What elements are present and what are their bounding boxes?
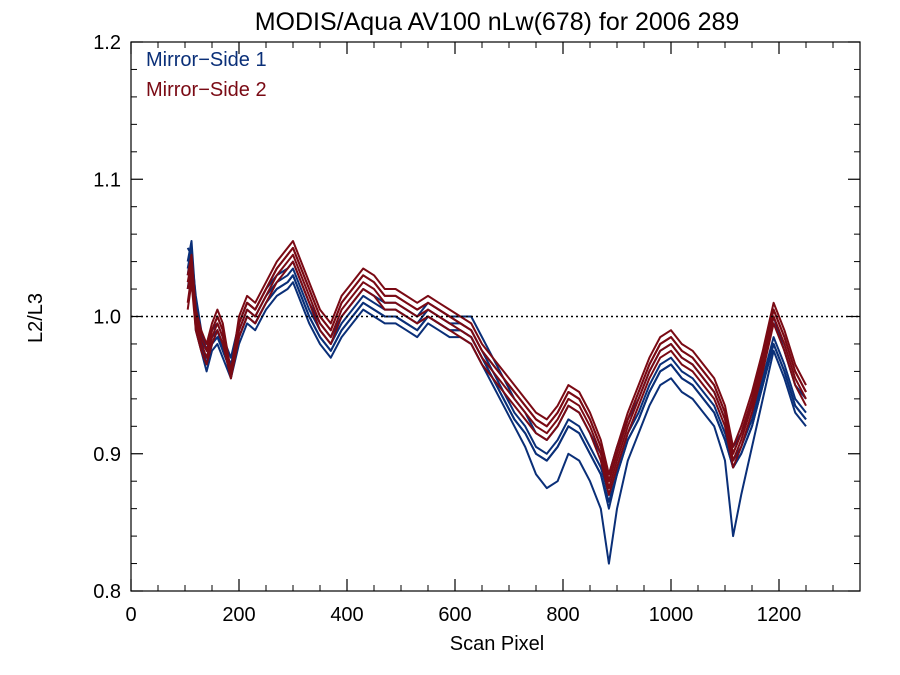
legend-entry-mirror-side-1: Mirror−Side 1 bbox=[146, 49, 267, 71]
x-tick-label: 200 bbox=[222, 604, 255, 626]
x-tick-label: 1000 bbox=[649, 604, 694, 626]
legend-entry-mirror-side-2: Mirror−Side 2 bbox=[146, 79, 267, 101]
x-tick-label: 600 bbox=[438, 604, 471, 626]
series-line-mirror-side-2-8 bbox=[186, 240, 807, 476]
y-tick-label: 0.8 bbox=[93, 581, 121, 603]
x-axis-label: Scan Pixel bbox=[450, 633, 545, 655]
y-axis-label: L2/L3 bbox=[25, 293, 47, 343]
series-line-mirror-side-1-2 bbox=[186, 246, 807, 496]
x-tick-label: 400 bbox=[330, 604, 363, 626]
x-tick-label: 1200 bbox=[757, 604, 802, 626]
plot-frame bbox=[130, 41, 861, 592]
series-line-mirror-side-1-4 bbox=[186, 247, 807, 476]
series-line-mirror-side-2-9 bbox=[186, 260, 807, 496]
series-line-mirror-side-1-1 bbox=[186, 240, 807, 510]
y-tick-label: 1.2 bbox=[93, 32, 121, 54]
y-tick-label: 0.9 bbox=[93, 444, 121, 466]
y-tick-label: 1.1 bbox=[93, 169, 121, 191]
tick-labels: 0 200 400 600 800 1000 1200 0.8 0.9 1.0 1.1 1.2 bbox=[93, 32, 801, 626]
y-tick-label: 1.0 bbox=[93, 307, 121, 329]
legend: Mirror−Side 1 Mirror−Side 2 bbox=[146, 49, 267, 101]
series-line-mirror-side-1-5 bbox=[186, 246, 807, 503]
series-line-mirror-side-2-10 bbox=[186, 246, 807, 483]
x-tick-label: 800 bbox=[546, 604, 579, 626]
x-tick-label: 0 bbox=[125, 604, 136, 626]
series-layer bbox=[186, 240, 807, 565]
chart-title: MODIS/Aqua AV100 nLw(678) for 2006 289 bbox=[255, 8, 740, 36]
axis-ticks bbox=[130, 41, 861, 592]
series-line-mirror-side-2-7 bbox=[186, 253, 807, 490]
